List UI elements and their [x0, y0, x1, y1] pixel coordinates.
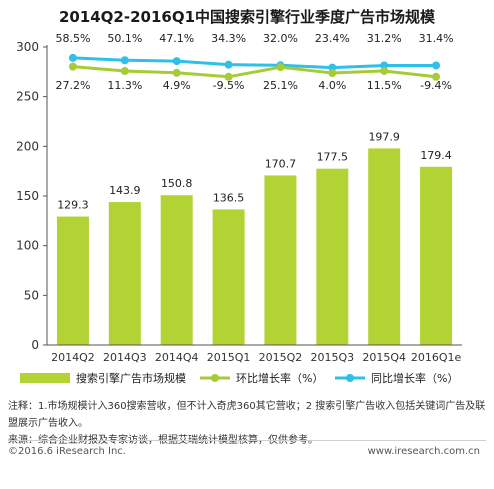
line-data-label: 4.9%	[163, 79, 191, 92]
bar-value-label: 150.8	[161, 177, 193, 190]
line-point	[224, 72, 233, 81]
x-tick-label: 2014Q4	[155, 351, 199, 364]
line-point	[224, 60, 233, 69]
y-tick-label: 300	[16, 40, 39, 54]
x-tick-label: 2014Q3	[103, 351, 147, 364]
bar-value-label: 177.5	[317, 151, 349, 164]
y-tick-label: 200	[16, 139, 39, 153]
bar	[420, 166, 453, 345]
website-link[interactable]: www.iresearch.com.cn	[367, 446, 480, 457]
line-data-label: 25.1%	[263, 79, 298, 92]
line-series: 58.5% 50.1% 47.1% 34.3% 32.0% 23.4% 31.2% 31.4%…	[55, 32, 453, 92]
line-point	[432, 61, 441, 70]
line-data-label: 31.2%	[367, 32, 402, 45]
y-axis: 0 50 100 150 200 250 300	[16, 40, 48, 352]
line-data-label: -9.5%	[213, 79, 245, 92]
bar-value-label: 129.3	[57, 199, 89, 212]
legend-label: 搜索引擎广告市场规模	[76, 371, 186, 385]
chart-notes: 注释：1.市场规模计入360搜索营收，但不计入奇虎360其它营收；2 搜索引擎广…	[8, 398, 490, 449]
line-data-label: 34.3%	[211, 32, 246, 45]
bar	[264, 175, 297, 345]
line-point	[432, 72, 441, 81]
line-point	[380, 61, 389, 70]
line-point	[68, 62, 77, 71]
line-data-label: 27.2%	[55, 79, 90, 92]
bar	[368, 148, 401, 345]
bar	[316, 168, 349, 345]
x-tick-label: 2015Q3	[310, 351, 354, 364]
bar-series	[56, 148, 453, 345]
bar-value-label: 179.4	[420, 149, 452, 162]
line-point	[68, 53, 77, 62]
x-tick-label: 2015Q1	[207, 351, 251, 364]
series-line	[72, 65, 437, 79]
legend: 搜索引擎广告市场规模 环比增长率（%） 同比增长率（%）	[20, 371, 458, 385]
bar-value-label: 197.9	[368, 130, 400, 143]
legend-swatch	[20, 373, 70, 383]
line-data-label: 31.4%	[419, 32, 454, 45]
series-line	[72, 56, 437, 70]
x-tick-label: 2015Q4	[362, 351, 406, 364]
legend-label: 环比增长率（%）	[236, 371, 323, 385]
x-tick-label: 2015Q2	[259, 351, 303, 364]
y-tick-label: 0	[31, 338, 39, 352]
footer-divider	[8, 440, 486, 441]
line-point	[328, 69, 337, 78]
line-point	[380, 66, 389, 75]
note-text: 注释：1.市场规模计入360搜索营收，但不计入奇虎360其它营收；2 搜索引擎广…	[8, 401, 486, 429]
y-tick-label: 250	[16, 90, 39, 104]
bar	[212, 209, 245, 345]
copyright-text: ©2016.6 iResearch Inc.	[8, 446, 126, 457]
line-data-label: 11.5%	[367, 79, 402, 92]
line-point	[172, 68, 181, 77]
line-point	[172, 57, 181, 66]
y-tick-label: 150	[16, 189, 39, 203]
x-tick-label: 2016Q1e	[411, 351, 462, 364]
legend-label: 同比增长率（%）	[371, 371, 458, 385]
bar-value-label: 170.7	[265, 157, 297, 170]
bar-value-label: 136.5	[213, 191, 245, 204]
line-data-label: 11.3%	[107, 79, 142, 92]
bar-value-labels: 129.3 143.9 150.8 136.5 170.7 177.5 197.9 179.4	[57, 130, 452, 211]
line-data-label: 58.5%	[55, 32, 90, 45]
x-tick-label: 2014Q2	[51, 351, 95, 364]
line-point	[120, 56, 129, 65]
legend-marker	[346, 374, 354, 382]
bar	[56, 216, 89, 345]
legend-marker	[211, 374, 219, 382]
line-data-label: 50.1%	[107, 32, 142, 45]
line-data-label: 23.4%	[315, 32, 350, 45]
line-point	[276, 63, 285, 72]
line-data-label: -9.4%	[420, 79, 452, 92]
chart-title: 2014Q2-2016Q1中国搜索引擎行业季度广告市场规模	[58, 8, 436, 26]
x-axis: 2014Q2 2014Q3 2014Q4 2015Q1 2015Q2 2015Q3 2015…	[47, 344, 462, 364]
bar	[160, 195, 193, 345]
line-data-label: 4.0%	[318, 79, 346, 92]
bar	[108, 202, 141, 345]
y-tick-label: 100	[16, 239, 39, 253]
bar-value-label: 143.9	[109, 184, 141, 197]
line-point	[120, 67, 129, 76]
line-data-label: 47.1%	[159, 32, 194, 45]
y-tick-label: 50	[24, 288, 39, 302]
line-data-label: 32.0%	[263, 32, 298, 45]
